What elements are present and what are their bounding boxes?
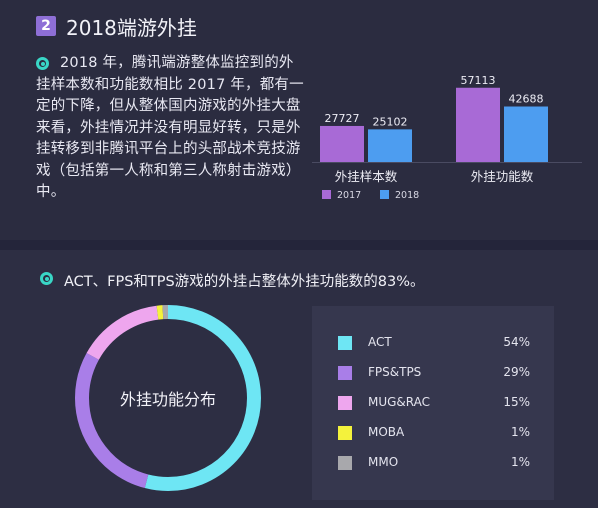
category-label: 外挂样本数	[335, 169, 398, 184]
legend-swatch	[338, 426, 352, 440]
legend-swatch	[338, 366, 352, 380]
bar-value-label: 42688	[509, 93, 544, 106]
legend-swatch-2018	[380, 190, 389, 199]
legend-item-fps-tps: FPS&TPS 29%	[312, 363, 554, 383]
summary-paragraph: 2018 年，腾讯端游整体监控到的外挂样本数和功能数相比 2017 年，都有一定…	[36, 55, 304, 200]
bar-chart: 27727 25102 外挂样本数 57113 42688 外挂功能数 2017 2018	[306, 60, 588, 210]
legend-name: MUG&RAC	[368, 395, 431, 409]
bar-value-label: 57113	[461, 74, 496, 87]
section-number-badge: 2	[36, 16, 56, 36]
bar-value-label: 27727	[325, 112, 360, 125]
legend-label-2017: 2017	[337, 190, 361, 201]
donut-slice-fps-tps	[75, 305, 261, 491]
bar-2017-1	[456, 87, 500, 162]
legend-item-moba: MOBA 1%	[312, 423, 554, 443]
donut-center-label: 外挂功能分布	[119, 390, 216, 409]
bar-2018-1	[504, 106, 548, 162]
legend-percent: 15%	[503, 395, 530, 409]
legend-name: ACT	[368, 335, 392, 349]
legend-name: FPS&TPS	[368, 365, 422, 379]
bar-chart-svg: 27727 25102 外挂样本数 57113 42688 外挂功能数 2017 2018	[312, 74, 582, 201]
legend-name: MOBA	[368, 425, 405, 439]
donut-legend: ACT 54% FPS&TPS 29% MUG&RAC 15% MOBA 1% MMO 1%	[312, 306, 554, 500]
legend-swatch	[338, 456, 352, 470]
bar-value-label: 25102	[373, 115, 408, 128]
section-divider	[0, 240, 598, 250]
legend-swatch-2017	[322, 190, 331, 199]
pie-headline: ACT、FPS和TPS游戏的外挂占整体外挂功能数的83%。	[64, 274, 425, 290]
legend-name: MMO	[368, 455, 399, 469]
legend-swatch	[338, 396, 352, 410]
legend-label-2018: 2018	[395, 190, 419, 201]
category-label: 外挂功能数	[471, 169, 534, 184]
donut-slice-mmo	[75, 305, 261, 491]
legend-percent: 29%	[503, 365, 530, 379]
legend-percent: 54%	[503, 335, 530, 349]
legend-percent: 1%	[510, 455, 530, 469]
bar-2017-0	[320, 125, 364, 162]
bullet-dot-icon	[40, 272, 53, 285]
legend-percent: 1%	[510, 425, 530, 439]
legend-swatch	[338, 336, 352, 350]
legend-item-mmo: MMO 1%	[312, 453, 554, 473]
bullet-dot-icon	[36, 57, 49, 70]
donut-chart	[75, 305, 261, 491]
legend-item-act: ACT 54%	[312, 333, 554, 353]
bar-2018-0	[368, 129, 412, 162]
legend-item-mug-rac: MUG&RAC 15%	[312, 393, 554, 413]
section-title: 2018端游外挂	[66, 16, 197, 40]
